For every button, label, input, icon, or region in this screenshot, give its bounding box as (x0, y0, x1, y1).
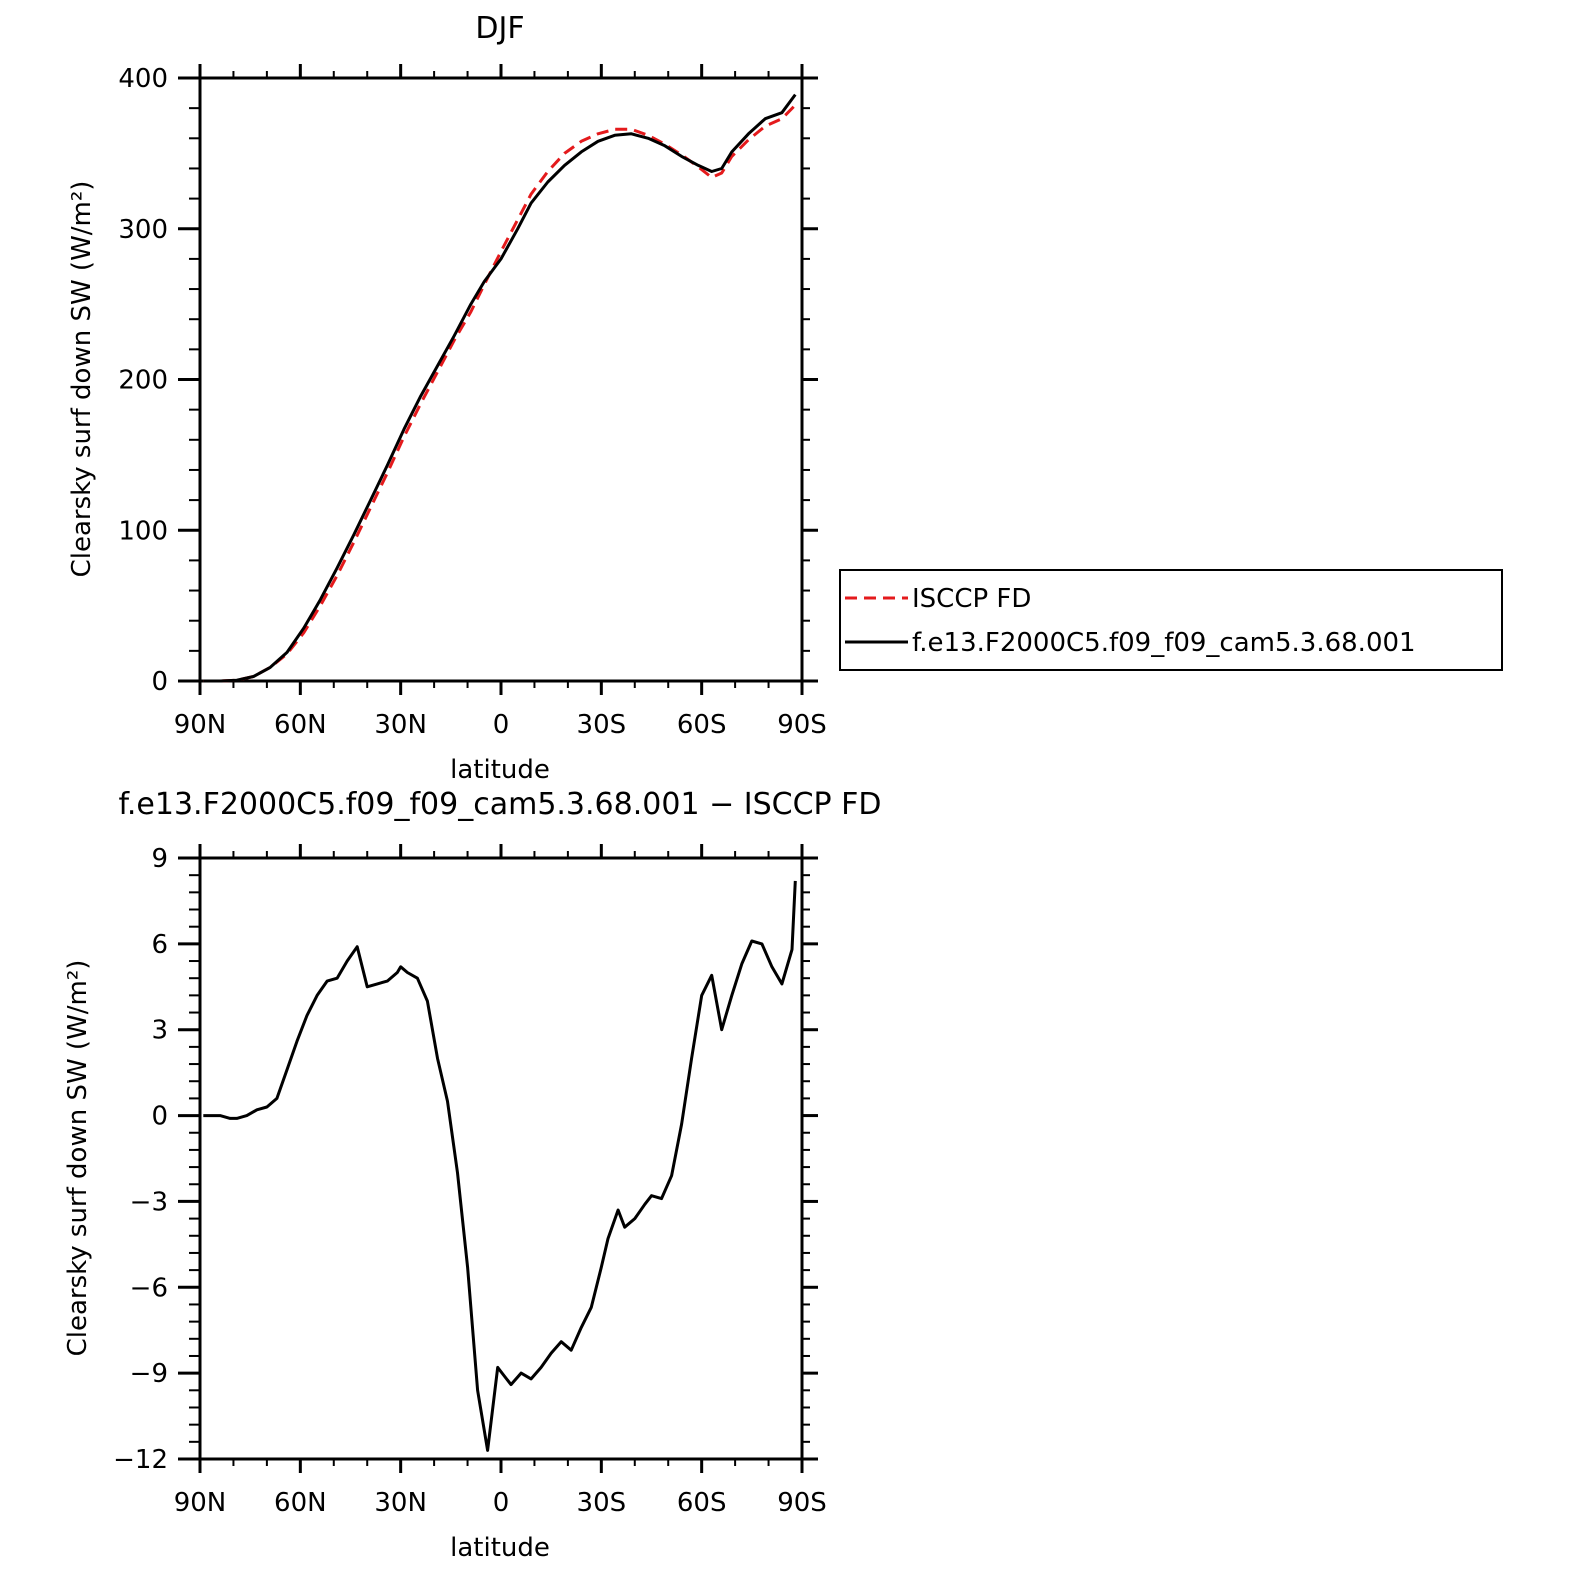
top-y-tick-label: 200 (118, 366, 168, 396)
bottom-y-tick-label: 6 (151, 930, 168, 960)
legend-label-model: f.e13.F2000C5.f09_f09_cam5.3.68.001 (912, 628, 1416, 658)
bottom-x-axis-label: latitude (450, 1533, 550, 1563)
top-y-tick-label: 400 (118, 64, 168, 94)
top-x-tick-label: 0 (493, 710, 510, 740)
bottom-chart: f.e13.F2000C5.f09_f09_cam5.3.68.001 − IS… (63, 787, 882, 1563)
bottom-y-tick-label: 0 (151, 1102, 168, 1132)
top-x-tick-label: 90S (777, 710, 827, 740)
bottom-x-tick-label: 90N (174, 1488, 227, 1518)
bottom-y-tick-label: 9 (151, 844, 168, 874)
top-x-tick-label: 60N (274, 710, 327, 740)
top-x-tick-label: 90N (174, 710, 227, 740)
top-series-line-0 (203, 104, 797, 683)
top-x-axis-label: latitude (450, 755, 550, 785)
bottom-y-tick-label: −3 (130, 1187, 168, 1217)
bottom-y-tick-label: 3 (151, 1016, 168, 1046)
top-plot-area: 90N 60N 30N 0 30S 60S 90S 0 100 200 300 400 (118, 64, 827, 740)
legend: ISCCP FD f.e13.F2000C5.f09_f09_cam5.3.68… (839, 569, 1503, 671)
bottom-y-tick-label: −6 (130, 1273, 168, 1303)
bottom-y-tick-label: −12 (113, 1445, 168, 1475)
bottom-x-tick-label: 90S (777, 1488, 827, 1518)
bottom-x-tick-label: 0 (493, 1488, 510, 1518)
legend-label-isccp: ISCCP FD (912, 584, 1031, 614)
bottom-x-tick-label: 30S (577, 1488, 627, 1518)
bottom-y-tick-label: −9 (130, 1359, 168, 1389)
legend-box (839, 569, 1503, 671)
bottom-y-axis-label: Clearsky surf down SW (W/m²) (63, 960, 93, 1357)
bottom-chart-title: f.e13.F2000C5.f09_f09_cam5.3.68.001 − IS… (118, 787, 881, 822)
top-chart-title: DJF (475, 11, 524, 46)
top-series-line-1 (203, 93, 797, 683)
bottom-x-tick-label: 60S (677, 1488, 727, 1518)
top-chart: DJF 90N 60N 30N 0 30S 60S 90S 0 100 200 300 400 lat… (67, 11, 827, 785)
top-x-tick-label: 60S (677, 710, 727, 740)
bottom-x-tick-label: 60N (274, 1488, 327, 1518)
top-y-tick-label: 300 (118, 215, 168, 245)
bottom-x-tick-label: 30N (374, 1488, 427, 1518)
top-y-axis-label: Clearsky surf down SW (W/m²) (67, 181, 97, 578)
top-y-tick-label: 0 (151, 667, 168, 697)
bottom-plot-area: 90N 60N 30N 0 30S 60S 90S 9 6 3 0 −3 −6 −9 −12 (113, 844, 827, 1518)
bottom-series-line-0 (203, 880, 797, 1452)
top-frame (198, 76, 804, 683)
top-y-tick-label: 100 (118, 516, 168, 546)
top-x-tick-label: 30N (374, 710, 427, 740)
top-x-tick-label: 30S (577, 710, 627, 740)
bottom-frame (198, 856, 804, 1461)
